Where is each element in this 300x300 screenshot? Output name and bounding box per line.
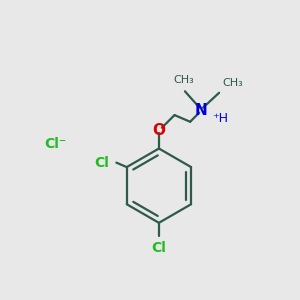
- Text: ⁺H: ⁺H: [213, 112, 229, 125]
- Text: N: N: [195, 103, 208, 118]
- Text: O: O: [152, 123, 165, 138]
- Text: Cl: Cl: [152, 241, 166, 255]
- Text: Cl⁻: Cl⁻: [44, 137, 66, 151]
- Text: CH₃: CH₃: [173, 75, 194, 85]
- Text: CH₃: CH₃: [222, 78, 243, 88]
- Text: Cl: Cl: [94, 156, 109, 170]
